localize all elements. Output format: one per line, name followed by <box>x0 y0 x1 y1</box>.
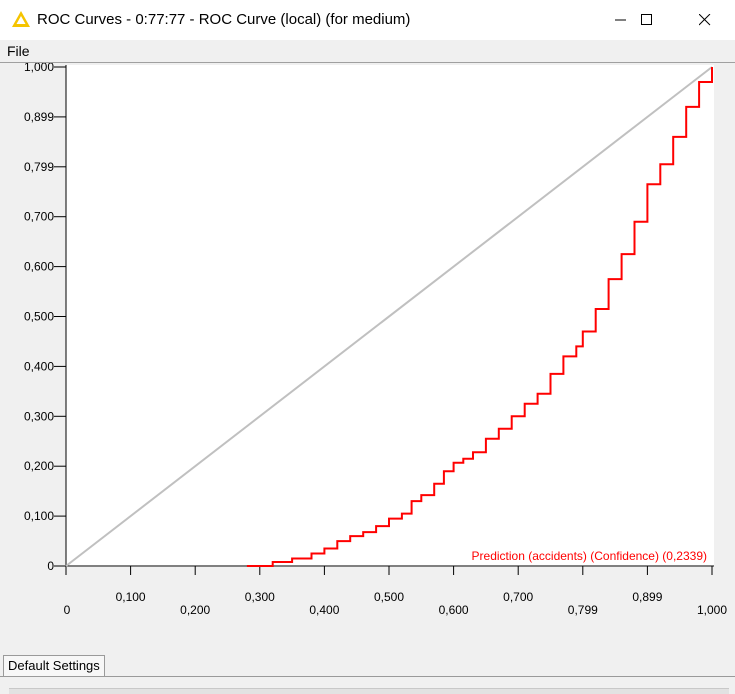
y-axis: 0 0,100 0,200 0,300 0,400 0,500 0,600 0,700 0,79… <box>24 60 67 573</box>
menu-separator <box>0 62 735 63</box>
y-tick-label: 0,200 <box>24 459 54 473</box>
y-tick-label: 1,000 <box>24 63 54 74</box>
minimize-icon <box>615 19 626 21</box>
minimize-button[interactable] <box>598 0 644 40</box>
roc-chart-panel: 0 0,100 0,200 0,300 0,400 0,500 0,600 0,700 0,79… <box>0 60 735 650</box>
x-tick-label: 0,200 <box>180 603 210 617</box>
y-tick-label: 0 <box>47 559 54 573</box>
close-button[interactable] <box>682 0 728 40</box>
y-tick-label: 0,400 <box>24 359 54 373</box>
x-tick-label: 0 <box>64 603 71 617</box>
x-axis: 0 0,100 0,200 0,300 0,400 0,500 0,600 0,700 0,79… <box>64 565 727 617</box>
roc-chart: 0 0,100 0,200 0,300 0,400 0,500 0,600 0,700 0,79… <box>24 60 727 617</box>
roc-curve-line <box>246 67 713 567</box>
y-tick-label: 0,300 <box>24 409 54 423</box>
y-tick-label: 0,700 <box>24 210 54 224</box>
x-tick-label: 0,500 <box>374 590 404 604</box>
warning-triangle-icon <box>12 11 30 27</box>
y-tick-label: 0,100 <box>24 509 54 523</box>
diagonal-reference-line <box>65 66 713 567</box>
menu-file[interactable]: File <box>7 43 30 59</box>
tab-separator <box>0 676 735 677</box>
menu-bar: File <box>0 40 735 62</box>
y-tick-label: 0,600 <box>24 260 54 274</box>
x-tick-label: 0,700 <box>503 590 533 604</box>
window-title: ROC Curves - 0:77:77 - ROC Curve (local)… <box>37 11 411 28</box>
y-tick-label: 0,799 <box>24 160 54 174</box>
title-bar[interactable]: ROC Curves - 0:77:77 - ROC Curve (local)… <box>0 0 735 40</box>
x-tick-label: 0,600 <box>439 603 469 617</box>
x-tick-label: 1,000 <box>697 603 727 617</box>
y-tick-label: 0,500 <box>24 310 54 324</box>
x-tick-label: 0,899 <box>632 590 662 604</box>
x-tick-label: 0,400 <box>309 603 339 617</box>
horizontal-scrollbar[interactable] <box>9 688 729 694</box>
close-icon <box>699 14 711 26</box>
x-tick-label: 0,799 <box>568 603 598 617</box>
maximize-button[interactable] <box>624 0 670 40</box>
x-tick-label: 0,300 <box>245 590 275 604</box>
tab-default-settings[interactable]: Default Settings <box>3 655 105 676</box>
legend-label: Prediction (accidents) (Confidence) (0,2… <box>472 549 707 563</box>
x-tick-label: 0,100 <box>116 590 146 604</box>
tab-strip: Default Settings <box>0 650 735 694</box>
y-tick-label: 0,899 <box>24 110 54 124</box>
maximize-icon <box>641 14 652 25</box>
